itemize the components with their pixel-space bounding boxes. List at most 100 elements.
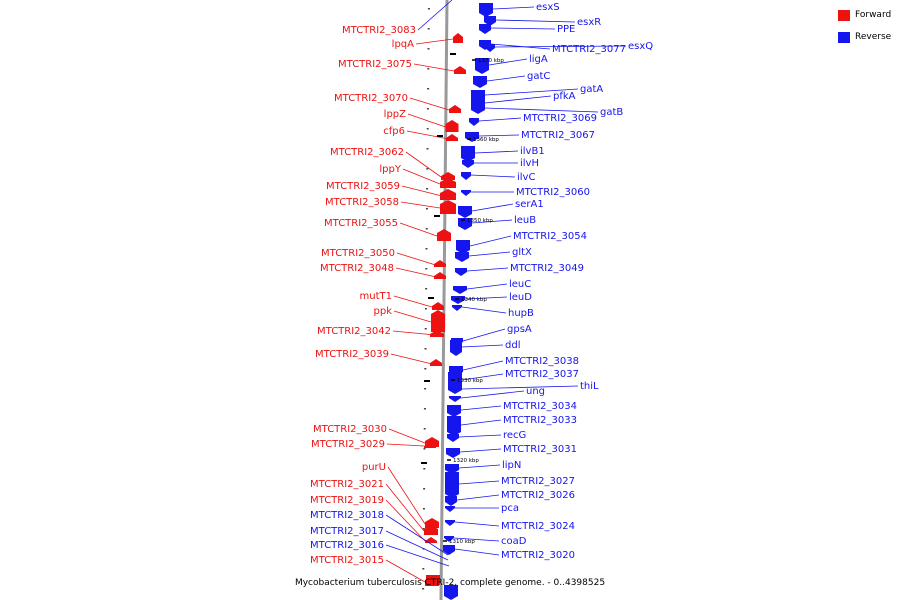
reverse-gene	[473, 76, 487, 88]
reverse-gene-label: pfkA	[553, 91, 576, 102]
reverse-gene-label: MTCTRI2_3018	[310, 510, 384, 521]
reverse-leader	[385, 514, 449, 556]
reverse-swatch	[838, 31, 850, 43]
forward-gene	[432, 302, 444, 310]
reverse-gene-label: MTCTRI2_3067	[521, 130, 595, 141]
reverse-gene-label: MTCTRI2_3054	[513, 231, 587, 242]
reverse-gene-label: MTCTRI2_3024	[501, 521, 575, 532]
reverse-gene-label: leuC	[509, 279, 531, 290]
reverse-leader	[456, 494, 500, 501]
forward-gene-label: MTCTRI2_3058	[325, 197, 399, 208]
reverse-leader	[385, 530, 449, 561]
forward-leader	[409, 97, 450, 111]
reverse-gene	[453, 286, 467, 294]
reverse-gene	[461, 146, 475, 162]
reverse-gene	[445, 520, 455, 526]
reverse-gene-label: pca	[501, 503, 519, 514]
position-dot	[425, 248, 428, 250]
reverse-gene	[450, 340, 462, 356]
reverse-gene-label: MTCTRI2_3069	[523, 113, 597, 124]
reverse-gene	[448, 386, 462, 394]
position-dot	[426, 128, 429, 130]
genome-axis	[439, 0, 449, 600]
position-dot	[424, 348, 427, 350]
position-dot	[422, 588, 425, 590]
position-dot	[425, 208, 428, 210]
forward-gene	[440, 178, 456, 188]
forward-gene	[454, 66, 466, 74]
reverse-gene	[447, 405, 461, 417]
reverse-gene-label: coaD	[501, 536, 527, 547]
reverse-gene-label: MTCTRI2_3060	[516, 187, 590, 198]
reverse-gene	[449, 396, 461, 402]
reverse-leader	[492, 6, 535, 10]
reverse-leader	[478, 117, 522, 122]
forward-gene-label: ppk	[374, 306, 393, 317]
reverse-leader	[462, 360, 504, 371]
reverse-leader	[454, 548, 500, 556]
reverse-leader	[454, 521, 500, 527]
reverse-gene	[479, 24, 491, 34]
position-dot	[426, 108, 429, 110]
reverse-gene-label: MTCTRI2_3049	[510, 263, 584, 274]
forward-leader	[400, 201, 441, 209]
reverse-leader	[494, 45, 627, 48]
forward-gene-label: MTCTRI2_3050	[321, 248, 395, 259]
legend-reverse[interactable]: Reverse	[838, 30, 891, 44]
reverse-leader	[466, 267, 509, 272]
forward-gene-label: MTCTRI2_3048	[320, 263, 394, 274]
forward-leader	[392, 330, 431, 335]
position-dot	[424, 368, 427, 370]
reverse-gene	[471, 104, 485, 114]
legend-reverse-label: Reverse	[855, 32, 892, 42]
kbp-tick-label: 1360 kbp	[473, 137, 499, 143]
reverse-gene	[445, 496, 457, 506]
reverse-gene-label: lipN	[502, 460, 521, 471]
reverse-gene-label: MTCTRI2_3077	[552, 44, 626, 55]
forward-leader	[396, 252, 435, 265]
legend-forward[interactable]: Forward	[838, 8, 891, 22]
forward-leader	[385, 483, 425, 532]
reverse-gene-label: ddl	[505, 340, 520, 351]
reverse-gene	[452, 305, 462, 311]
reverse-leader	[460, 405, 502, 411]
reverse-gene-label: ligA	[529, 54, 548, 65]
reverse-gene-label: gatB	[600, 107, 623, 118]
forward-leader	[387, 466, 426, 525]
feature-marker	[424, 380, 430, 382]
reverse-leader	[461, 385, 579, 390]
reverse-gene-label: serA1	[515, 199, 544, 210]
reverse-leader	[471, 203, 514, 212]
reverse-leader	[488, 58, 528, 66]
forward-gene-label: lpqA	[392, 39, 414, 50]
reverse-leader	[469, 235, 512, 247]
forward-gene-label: MTCTRI2_3029	[311, 439, 385, 450]
forward-gene	[424, 442, 436, 448]
forward-gene	[449, 105, 461, 113]
reverse-leader	[458, 464, 501, 469]
forward-leader	[393, 310, 432, 323]
reverse-leader	[462, 328, 506, 342]
feature-marker	[434, 215, 440, 217]
reverse-gene	[469, 118, 479, 126]
forward-leader	[402, 168, 441, 185]
forward-gene-label: lppY	[379, 164, 401, 175]
reverse-gene-label: MTCTRI2_3020	[501, 550, 575, 561]
position-dot	[423, 448, 426, 450]
kbp-tick-label: 1310 kbp	[449, 539, 475, 545]
position-dot	[425, 288, 428, 290]
position-dot	[422, 568, 425, 570]
reverse-gene-label: esxS	[536, 2, 560, 13]
forward-gene	[426, 575, 440, 585]
reverse-gene-label: PPE	[557, 24, 575, 35]
kbp-tick-label: 1350 kbp	[467, 218, 493, 224]
forward-leader	[401, 185, 441, 196]
reverse-gene	[475, 58, 489, 74]
reverse-leader	[486, 75, 526, 82]
forward-gene-label: purU	[362, 462, 386, 473]
reverse-gene	[484, 16, 496, 26]
reverse-gene-label: gpsA	[507, 324, 532, 335]
reverse-gene-label: hupB	[508, 308, 534, 319]
forward-leader	[407, 113, 446, 128]
reverse-gene-label: ilvH	[520, 158, 539, 169]
